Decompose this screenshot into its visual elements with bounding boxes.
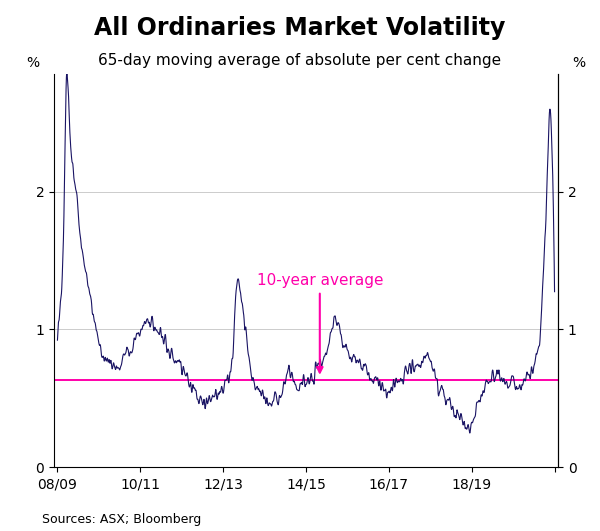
Text: %: % <box>572 56 586 71</box>
Text: %: % <box>26 56 40 71</box>
Text: All Ordinaries Market Volatility: All Ordinaries Market Volatility <box>94 16 506 40</box>
Text: 65-day moving average of absolute per cent change: 65-day moving average of absolute per ce… <box>98 53 502 68</box>
Text: 10-year average: 10-year average <box>257 273 383 373</box>
Text: Sources: ASX; Bloomberg: Sources: ASX; Bloomberg <box>42 513 201 526</box>
